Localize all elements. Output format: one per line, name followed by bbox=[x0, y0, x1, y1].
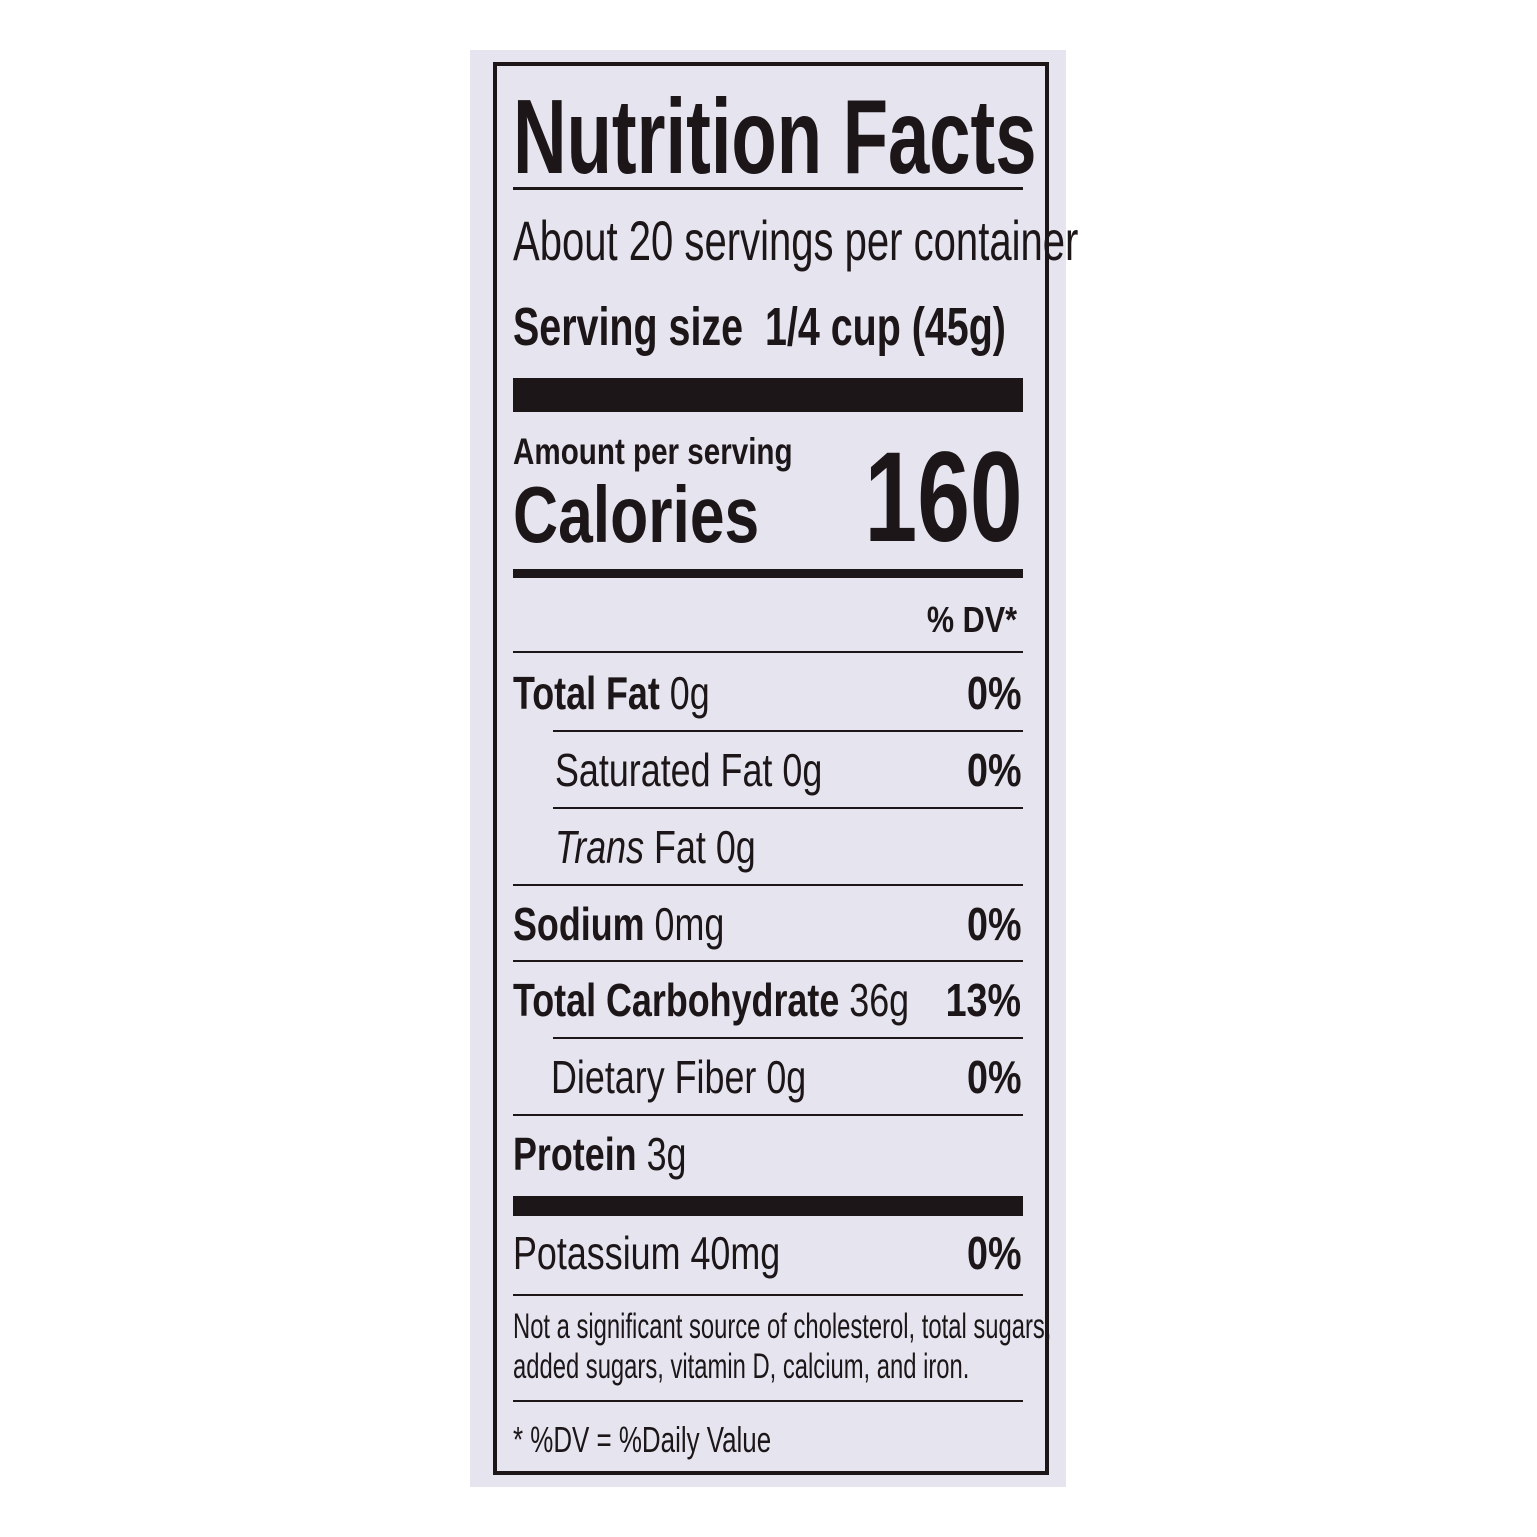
divider bbox=[513, 187, 1023, 190]
nutrient-amount: 40mg bbox=[690, 1227, 781, 1279]
nutrient-name-rest: Fat bbox=[654, 821, 706, 873]
title-text: Nutrition Facts bbox=[513, 78, 1037, 196]
serving-size-label: Serving size bbox=[513, 297, 744, 357]
dv-header: % DV* bbox=[911, 598, 1017, 642]
divider bbox=[513, 651, 1023, 653]
nutrient-row-total-carbohydrate: Total Carbohydrate 36g 13% bbox=[513, 970, 1021, 1030]
nutrient-amount: 0g bbox=[669, 667, 710, 719]
nutrient-dv: 0% bbox=[966, 1051, 1021, 1103]
nutrient-row-protein: Protein 3g bbox=[513, 1124, 1021, 1184]
nutrient-amount: 0mg bbox=[654, 898, 725, 950]
divider bbox=[553, 1037, 1023, 1039]
divider bbox=[513, 1114, 1023, 1116]
nutrient-name: Dietary Fiber bbox=[551, 1051, 757, 1103]
calories-value-text: 160 bbox=[864, 426, 1023, 569]
nutrient-name: Potassium bbox=[513, 1227, 681, 1279]
divider bbox=[553, 807, 1023, 809]
footnote-dv: * %DV = %Daily Value bbox=[513, 1418, 872, 1462]
nutrient-dv: 13% bbox=[945, 974, 1021, 1026]
nutrition-facts-panel bbox=[493, 62, 1049, 1475]
footnote-sources-2: added sugars, vitamin D, calcium, and ir… bbox=[513, 1346, 1184, 1388]
nutrient-name: Total Carbohydrate bbox=[513, 974, 840, 1026]
servings-per-container: About 20 servings per container bbox=[513, 208, 1304, 274]
footnote-line-2: added sugars, vitamin D, calcium, and ir… bbox=[513, 1347, 970, 1386]
nutrient-row-dietary-fiber: Dietary Fiber 0g 0% bbox=[513, 1047, 1021, 1107]
nutrient-name: Saturated Fat bbox=[555, 744, 773, 796]
divider bbox=[513, 884, 1023, 886]
divider bbox=[513, 1294, 1023, 1296]
nutrient-amount: 3g bbox=[646, 1128, 687, 1180]
nutrient-amount: 36g bbox=[849, 974, 910, 1026]
medium-divider bbox=[513, 569, 1023, 578]
nutrient-dv: 0% bbox=[966, 744, 1021, 796]
calories-label-text: Calories bbox=[513, 470, 760, 559]
servings-text: About 20 servings per container bbox=[513, 209, 1079, 272]
divider bbox=[513, 1400, 1023, 1402]
calories-label: Calories bbox=[513, 470, 829, 560]
footnote-dv-text: * %DV = %Daily Value bbox=[513, 1419, 772, 1460]
serving-size: Serving size 1/4 cup (45g) bbox=[513, 294, 1188, 360]
thick-divider bbox=[513, 1196, 1023, 1216]
thick-divider bbox=[513, 378, 1023, 412]
nutrient-name: Sodium bbox=[513, 898, 645, 950]
nutrient-row-saturated-fat: Saturated Fat 0g 0% bbox=[513, 740, 1021, 800]
nutrient-amount: 0g bbox=[766, 1051, 807, 1103]
label-title: Nutrition Facts bbox=[513, 82, 1261, 192]
nutrient-name: Protein bbox=[513, 1128, 637, 1180]
amount-per-serving-text: Amount per serving bbox=[513, 431, 793, 472]
nutrient-dv: 0% bbox=[966, 667, 1021, 719]
footnote-line-1: Not a significant source of cholesterol,… bbox=[513, 1307, 1052, 1346]
divider bbox=[513, 960, 1023, 962]
dv-header-text: % DV* bbox=[926, 599, 1017, 640]
amount-per-serving: Amount per serving bbox=[513, 430, 863, 474]
package-background bbox=[470, 50, 1066, 1487]
calories-value: 160 bbox=[809, 432, 1023, 564]
footnote-sources: Not a significant source of cholesterol,… bbox=[513, 1306, 1305, 1348]
nutrient-row-sodium: Sodium 0mg 0% bbox=[513, 894, 1021, 954]
nutrient-row-potassium: Potassium 40mg 0% bbox=[513, 1223, 1021, 1283]
serving-size-value: 1/4 cup (45g) bbox=[764, 297, 1006, 357]
nutrient-dv: 0% bbox=[966, 1227, 1021, 1279]
divider bbox=[553, 730, 1023, 732]
nutrient-row-trans-fat: Trans Fat 0g bbox=[513, 817, 1021, 877]
nutrient-row-total-fat: Total Fat 0g 0% bbox=[513, 663, 1021, 723]
nutrient-amount: 0g bbox=[782, 744, 823, 796]
nutrient-name: Total Fat bbox=[513, 667, 660, 719]
nutrient-name: Trans bbox=[555, 821, 645, 873]
nutrient-dv: 0% bbox=[966, 898, 1021, 950]
nutrient-amount: 0g bbox=[715, 821, 756, 873]
